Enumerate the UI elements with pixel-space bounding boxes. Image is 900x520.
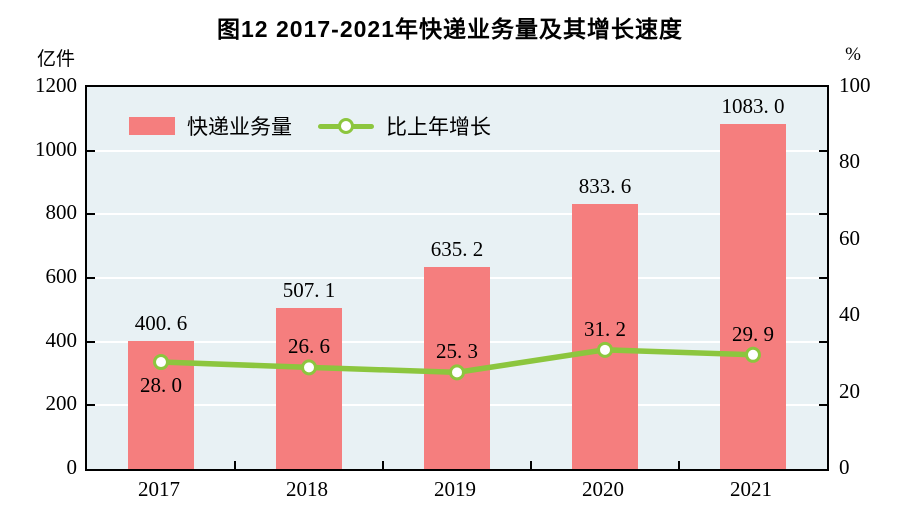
x-axis-tickmark [234, 461, 236, 469]
x-axis-label: 2021 [730, 477, 772, 501]
legend-item-growth-rate: 比上年增长 [318, 111, 491, 141]
x-axis-label: 2019 [434, 477, 476, 501]
bar-value-label: 635. 2 [430, 236, 484, 261]
growth-line-layer [153, 341, 761, 381]
y-axis-tick-label-left: 1000 [35, 136, 77, 161]
y-axis-tick-label-right: 20 [839, 378, 860, 403]
line-value-label: 26. 6 [288, 334, 330, 359]
bar-value-label: 400. 6 [134, 311, 188, 336]
left-axis-unit: 亿件 [36, 49, 75, 70]
line-value-label: 31. 2 [584, 316, 626, 341]
line-marker [153, 354, 169, 371]
y-axis-tick-label-left: 1200 [35, 73, 77, 97]
line-marker [597, 341, 613, 358]
x-axis-label: 2018 [286, 477, 328, 501]
left-axis-tickmark [87, 149, 95, 152]
y-axis-tick-label-right: 100 [839, 73, 871, 97]
plot-area: 快递业务量 比上年增长 400. 6 507. 1 635. 2 833. 6 1083… [85, 85, 829, 471]
bar [720, 124, 786, 469]
right-axis-unit: % [845, 44, 861, 65]
x-axis-tickmark [382, 461, 384, 469]
x-axis-tickmark [530, 461, 532, 469]
line-value-label: 25. 3 [436, 339, 478, 364]
y-axis-tick-label-left: 800 [45, 200, 78, 225]
y-axis-tick-label-right: 80 [839, 149, 860, 174]
right-axis-tickmark [819, 213, 827, 216]
y-axis-tick-label-left: 200 [45, 391, 78, 416]
legend-label-growth-rate: 比上年增长 [386, 116, 491, 139]
y-axis-tick-label-right: 60 [839, 225, 860, 250]
x-axis-tickmark [678, 461, 680, 469]
left-axis-tickmark [87, 340, 95, 343]
bar-value-label: 1083. 0 [721, 94, 785, 119]
right-axis-tickmark [819, 149, 827, 152]
y-axis-tick-label-left: 600 [45, 264, 78, 288]
line-marker [301, 359, 317, 376]
grid-line [87, 149, 827, 152]
bar [572, 203, 638, 469]
legend-item-parcel-volume: 快递业务量 [129, 111, 292, 141]
bar-value-label: 507. 1 [282, 277, 336, 302]
left-axis-tickmark [87, 213, 95, 216]
bar-value-label: 833. 6 [578, 173, 632, 198]
chart-title: 图12 2017-2021年快递业务量及其增长速度 [217, 16, 683, 42]
y-axis-tick-label-left: 400 [45, 327, 78, 352]
line-marker-icon [338, 118, 354, 134]
line-series-sample-icon [318, 118, 374, 134]
bar [276, 307, 342, 469]
bar-series-swatch-icon [129, 117, 175, 135]
legend-label-parcel-volume: 快递业务量 [187, 116, 292, 139]
line-marker [745, 346, 761, 363]
y-axis-tick-label-right: 40 [839, 302, 860, 327]
right-axis-tickmark [819, 404, 827, 407]
line-value-label: 28. 0 [140, 373, 182, 398]
x-axis-label: 2017 [138, 477, 180, 501]
y-axis-tick-label-left: 0 [66, 455, 78, 479]
line-marker [449, 364, 465, 381]
right-axis-tickmark [819, 340, 827, 343]
legend: 快递业务量 比上年增长 [129, 111, 491, 141]
line-value-label: 29. 9 [732, 321, 774, 346]
grid-line [87, 213, 827, 216]
left-axis-tickmark [87, 404, 95, 407]
x-axis-label: 2020 [582, 477, 624, 501]
y-axis-tick-label-right: 0 [839, 455, 850, 479]
right-axis-tickmark [819, 277, 827, 279]
left-axis-tickmark [87, 277, 95, 279]
